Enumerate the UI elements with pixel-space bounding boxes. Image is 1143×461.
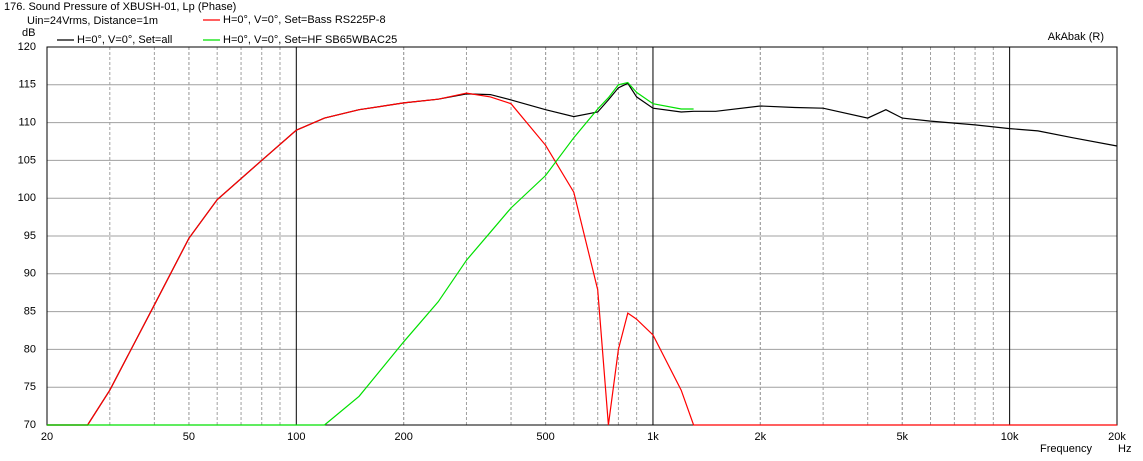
y-tick-label: 120	[18, 41, 36, 53]
y-tick-label: 105	[18, 154, 36, 166]
y-tick-label: 85	[24, 306, 36, 318]
x-tick-label: 10k	[1001, 431, 1019, 443]
x-tick-label: 5k	[896, 431, 908, 443]
x-tick-label: 200	[394, 431, 412, 443]
subtitle: Uin=24Vrms, Distance=1m	[27, 15, 158, 27]
y-tick-label: 80	[24, 343, 36, 355]
x-unit-label: Hz	[1118, 443, 1131, 455]
y-tick-label: 110	[18, 117, 36, 129]
x-tick-label: 20k	[1108, 431, 1126, 443]
annotation: AkAbak (R)	[1048, 31, 1104, 43]
legend-label: H=0°, V=0°, Set=all	[77, 34, 172, 46]
chart-title: 176. Sound Pressure of XBUSH-01, Lp (Pha…	[4, 1, 236, 13]
y-tick-label: 100	[18, 192, 36, 204]
x-tick-label: 50	[183, 431, 195, 443]
legend-label: H=0°, V=0°, Set=HF SB65WBAC25	[223, 34, 397, 46]
series-line	[47, 92, 1117, 426]
y-tick-label: 90	[24, 268, 36, 280]
y-tick-label: 75	[24, 381, 36, 393]
legend-label: H=0°, V=0°, Set=Bass RS225P-8	[223, 14, 386, 26]
y-tick-label: 115	[18, 79, 36, 91]
y-tick-label: 95	[24, 230, 36, 242]
x-tick-label: 1k	[647, 431, 659, 443]
x-axis-label: Frequency	[1040, 443, 1092, 455]
x-tick-label: 2k	[755, 431, 767, 443]
series-line	[47, 81, 694, 426]
x-tick-label: 500	[536, 431, 554, 443]
y-axis-label: dB	[22, 27, 35, 39]
x-tick-label: 20	[41, 431, 53, 443]
series-line	[47, 82, 1118, 426]
x-tick-label: 100	[287, 431, 305, 443]
plot-border	[46, 46, 1118, 426]
y-tick-label: 70	[24, 419, 36, 431]
